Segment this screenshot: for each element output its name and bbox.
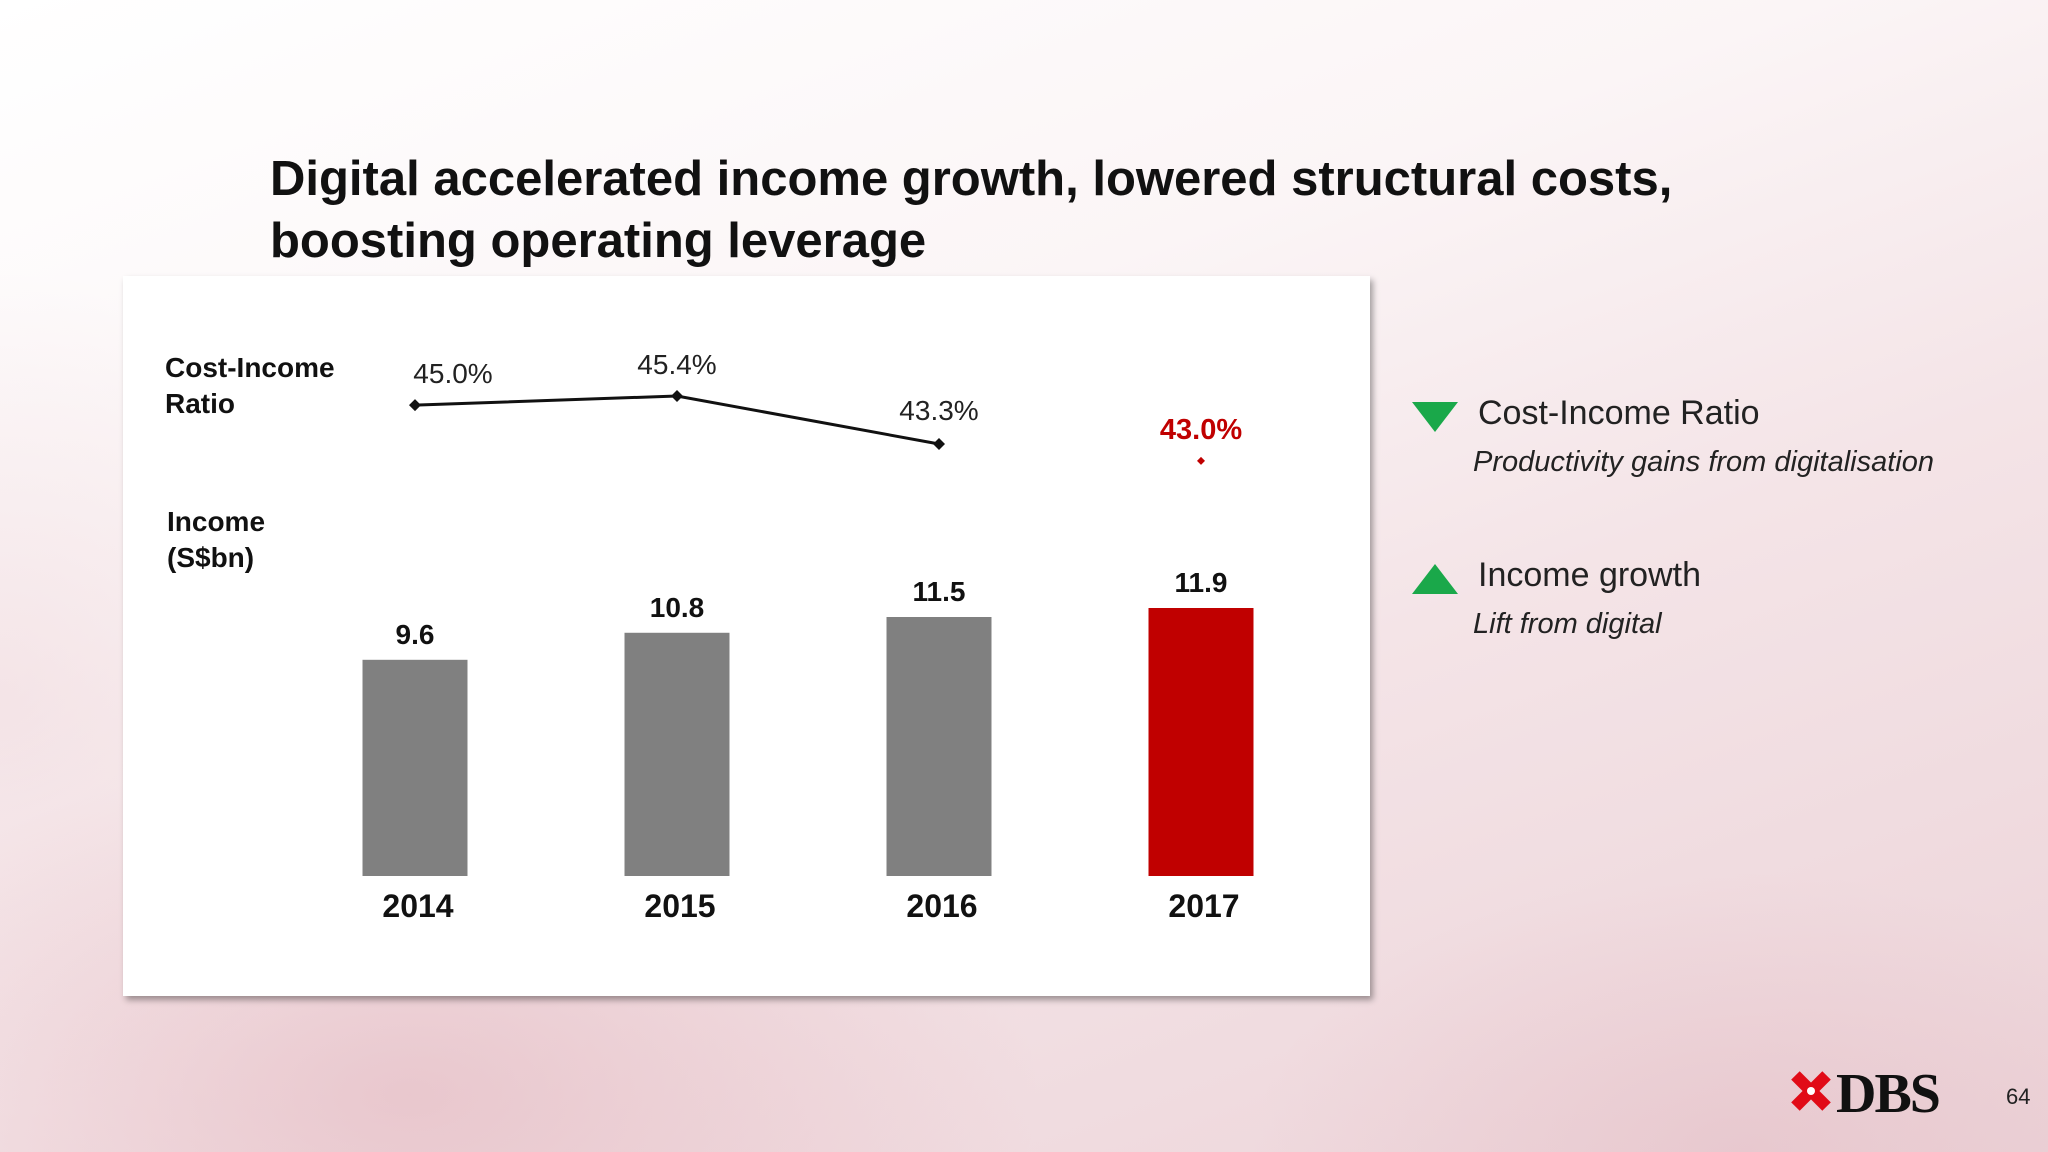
year-label-2014: 2014 [382,888,453,924]
cost-income-marker-2016 [933,438,945,450]
income-bar-2015 [624,632,730,876]
cost-income-label-line1: Cost-Income [165,352,335,383]
cost-income-marker-2014 [409,399,421,412]
cost-income-value-label-2017: 43.0% [1160,414,1242,446]
income-value-label-2015: 10.8 [650,592,705,623]
income-bar-2016 [886,617,992,876]
income-value-label-2017: 11.9 [1175,567,1228,598]
logo-text: DBS [1836,1063,1941,1125]
combined-chart: 9.6 10.8 11.5 11.9 2014 2015 2016 2017 45.0% 45.4… [362,349,1254,924]
dbs-star-icon [1791,1071,1831,1111]
page-number: 64 [2006,1084,2031,1109]
title-line-1: Digital accelerated income growth, lower… [270,152,1673,206]
cost-income-value-label-2014: 45.0% [413,358,492,389]
cost-income-label-line2: Ratio [165,388,235,419]
cost-income-marker-2015 [671,390,683,402]
legend-subtitle-income-growth: Lift from digital [1473,608,1662,640]
income-value-label-2014: 9.6 [396,619,435,650]
cost-income-ratio-label: Cost-Income Ratio [165,350,335,422]
title-line-2: boosting operating leverage [270,214,927,268]
year-label-2017: 2017 [1168,888,1239,924]
slide-title: Digital accelerated income growth, lower… [270,148,1770,272]
income-value-label-2016: 11.5 [913,576,966,607]
up-triangle-icon [1412,564,1458,594]
income-label-line2: (S$bn) [167,542,255,573]
cost-income-value-label-2015: 45.4% [637,349,716,380]
legend-subtitle-cost-income: Productivity gains from digitalisation [1473,446,1934,478]
down-triangle-icon [1412,402,1458,432]
year-label-2015: 2015 [644,888,715,924]
chart-panel: Cost-Income Ratio Income (S$bn) 9.6 10.8 1… [123,276,1370,996]
legend-title-income-growth: Income growth [1478,556,1701,594]
income-label: Income (S$bn) [167,504,265,576]
legend-title-cost-income: Cost-Income Ratio [1478,394,1760,432]
income-bar-2017 [1148,608,1254,876]
dbs-logo: DBS [1788,1063,1941,1125]
cost-income-line [414,394,940,446]
income-label-line1: Income [167,506,266,537]
cost-income-value-label-2016: 43.3% [899,395,978,426]
income-bar-2014 [362,659,468,876]
year-label-2016: 2016 [906,888,977,924]
cost-income-marker-2017 [1197,456,1205,465]
